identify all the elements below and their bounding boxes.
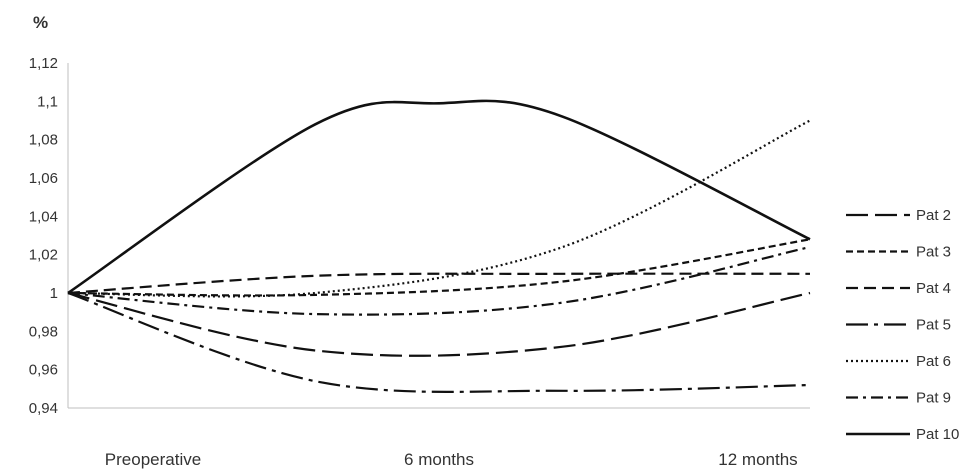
series-line-pat-2 — [67, 291, 811, 357]
series-line-pat-5 — [67, 291, 811, 393]
y-tick-label: 1 — [50, 285, 58, 302]
y-axis-label: % — [33, 13, 48, 32]
y-tick-label: 1,08 — [29, 132, 58, 149]
y-tick-label: 0,94 — [29, 400, 58, 417]
y-tick-label: 1,04 — [29, 208, 58, 225]
legend-label: Pat 6 — [916, 353, 951, 370]
x-tick-label: Preoperative — [105, 450, 201, 469]
series-line-pat-9 — [67, 245, 811, 316]
legend-label: Pat 9 — [916, 390, 951, 407]
legend-item: Pat 2 — [846, 207, 951, 224]
y-tick-label: 1,1 — [37, 93, 58, 110]
y-tick-label: 1,02 — [29, 247, 58, 264]
x-tick-label: 6 months — [404, 450, 474, 469]
y-tick-label: 1,12 — [29, 55, 58, 72]
legend-label: Pat 10 — [916, 426, 959, 443]
y-tick-label: 0,98 — [29, 323, 58, 340]
y-tick-label: 0,96 — [29, 362, 58, 379]
legend-label: Pat 2 — [916, 207, 951, 224]
series-line-pat-6 — [67, 119, 811, 298]
series-line-pat-3 — [67, 238, 811, 297]
y-axis: 0,94 0,96 0,98 1 1,02 1,04 1,06 1,08 1,1 1,12 — [29, 55, 69, 417]
legend-label: Pat 4 — [916, 280, 951, 297]
series-line-pat-10 — [67, 99, 811, 295]
x-axis: Preoperative 6 months 12 months — [68, 407, 810, 469]
series-line-pat-4 — [67, 272, 811, 295]
legend-item: Pat 5 — [846, 317, 951, 334]
legend-item: Pat 3 — [846, 244, 951, 261]
plot-area — [67, 99, 811, 393]
legend-item: Pat 10 — [846, 426, 959, 443]
legend-item: Pat 9 — [846, 390, 951, 407]
legend: Pat 2 Pat 3 Pat 4 Pat 5 Pat 6 Pat 9 Pat 10 — [846, 207, 959, 443]
legend-item: Pat 6 — [846, 353, 951, 370]
legend-label: Pat 3 — [916, 244, 951, 261]
x-tick-label: 12 months — [718, 450, 797, 469]
y-tick-label: 1,06 — [29, 170, 58, 187]
legend-label: Pat 5 — [916, 317, 951, 334]
legend-item: Pat 4 — [846, 280, 951, 297]
